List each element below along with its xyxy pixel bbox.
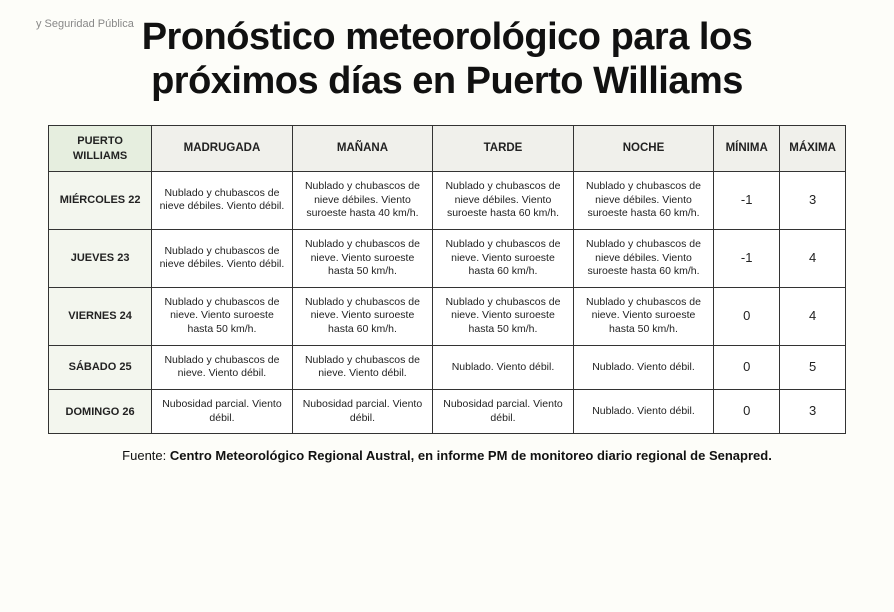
forecast-cell: Nubosidad parcial. Viento débil. xyxy=(433,390,574,434)
forecast-cell: Nublado y chubascos de nieve. Viento déb… xyxy=(292,345,433,389)
col-madrugada: MADRUGADA xyxy=(152,126,293,172)
page-title: Pronóstico meteorológico para los próxim… xyxy=(0,16,894,103)
min-cell: -1 xyxy=(714,171,780,229)
max-cell: 3 xyxy=(780,171,846,229)
col-manana: MAÑANA xyxy=(292,126,433,172)
col-maxima: MÁXIMA xyxy=(780,126,846,172)
day-label: JUEVES 23 xyxy=(49,229,152,287)
source-label: Fuente: xyxy=(122,448,170,463)
header-fragment-text: y Seguridad Pública xyxy=(36,18,134,30)
table-row: VIERNES 24 Nublado y chubascos de nieve.… xyxy=(49,287,846,345)
day-label: SÁBADO 25 xyxy=(49,345,152,389)
day-label: MIÉRCOLES 22 xyxy=(49,171,152,229)
forecast-cell: Nublado y chubascos de nieve. Viento sur… xyxy=(292,287,433,345)
table-corner-header: PUERTO WILLIAMS xyxy=(49,126,152,172)
table-header-row: PUERTO WILLIAMS MADRUGADA MAÑANA TARDE N… xyxy=(49,126,846,172)
min-cell: -1 xyxy=(714,229,780,287)
forecast-cell: Nublado y chubascos de nieve débiles. Vi… xyxy=(152,171,293,229)
forecast-cell: Nublado y chubascos de nieve. Viento sur… xyxy=(573,287,714,345)
forecast-cell: Nublado y chubascos de nieve. Viento sur… xyxy=(433,287,574,345)
table-row: JUEVES 23 Nublado y chubascos de nieve d… xyxy=(49,229,846,287)
max-cell: 4 xyxy=(780,229,846,287)
table-body: MIÉRCOLES 22 Nublado y chubascos de niev… xyxy=(49,171,846,433)
max-cell: 5 xyxy=(780,345,846,389)
forecast-cell: Nublado. Viento débil. xyxy=(433,345,574,389)
forecast-cell: Nublado y chubascos de nieve. Viento sur… xyxy=(152,287,293,345)
forecast-cell: Nublado. Viento débil. xyxy=(573,345,714,389)
day-label: DOMINGO 26 xyxy=(49,390,152,434)
day-label: VIERNES 24 xyxy=(49,287,152,345)
forecast-cell: Nublado y chubascos de nieve débiles. Vi… xyxy=(152,229,293,287)
forecast-cell: Nublado y chubascos de nieve débiles. Vi… xyxy=(573,229,714,287)
min-cell: 0 xyxy=(714,390,780,434)
max-cell: 3 xyxy=(780,390,846,434)
table-row: MIÉRCOLES 22 Nublado y chubascos de niev… xyxy=(49,171,846,229)
table-row: DOMINGO 26 Nubosidad parcial. Viento déb… xyxy=(49,390,846,434)
col-minima: MÍNIMA xyxy=(714,126,780,172)
forecast-cell: Nublado. Viento débil. xyxy=(573,390,714,434)
table-container: PUERTO WILLIAMS MADRUGADA MAÑANA TARDE N… xyxy=(0,125,894,434)
title-line-2: próximos días en Puerto Williams xyxy=(151,60,743,102)
source-line: Fuente: Centro Meteorológico Regional Au… xyxy=(0,448,894,463)
col-noche: NOCHE xyxy=(573,126,714,172)
source-bold: Centro Meteorológico Regional Austral, e… xyxy=(170,448,772,463)
forecast-cell: Nublado y chubascos de nieve débiles. Vi… xyxy=(292,171,433,229)
min-cell: 0 xyxy=(714,287,780,345)
title-line-1: Pronóstico meteorológico para los xyxy=(142,16,753,58)
forecast-cell: Nublado y chubascos de nieve débiles. Vi… xyxy=(573,171,714,229)
min-cell: 0 xyxy=(714,345,780,389)
forecast-cell: Nubosidad parcial. Viento débil. xyxy=(152,390,293,434)
table-row: SÁBADO 25 Nublado y chubascos de nieve. … xyxy=(49,345,846,389)
max-cell: 4 xyxy=(780,287,846,345)
col-tarde: TARDE xyxy=(433,126,574,172)
forecast-cell: Nublado y chubascos de nieve débiles. Vi… xyxy=(433,171,574,229)
forecast-cell: Nublado y chubascos de nieve. Viento déb… xyxy=(152,345,293,389)
forecast-cell: Nubosidad parcial. Viento débil. xyxy=(292,390,433,434)
forecast-cell: Nublado y chubascos de nieve. Viento sur… xyxy=(292,229,433,287)
forecast-table: PUERTO WILLIAMS MADRUGADA MAÑANA TARDE N… xyxy=(48,125,846,434)
forecast-cell: Nublado y chubascos de nieve. Viento sur… xyxy=(433,229,574,287)
